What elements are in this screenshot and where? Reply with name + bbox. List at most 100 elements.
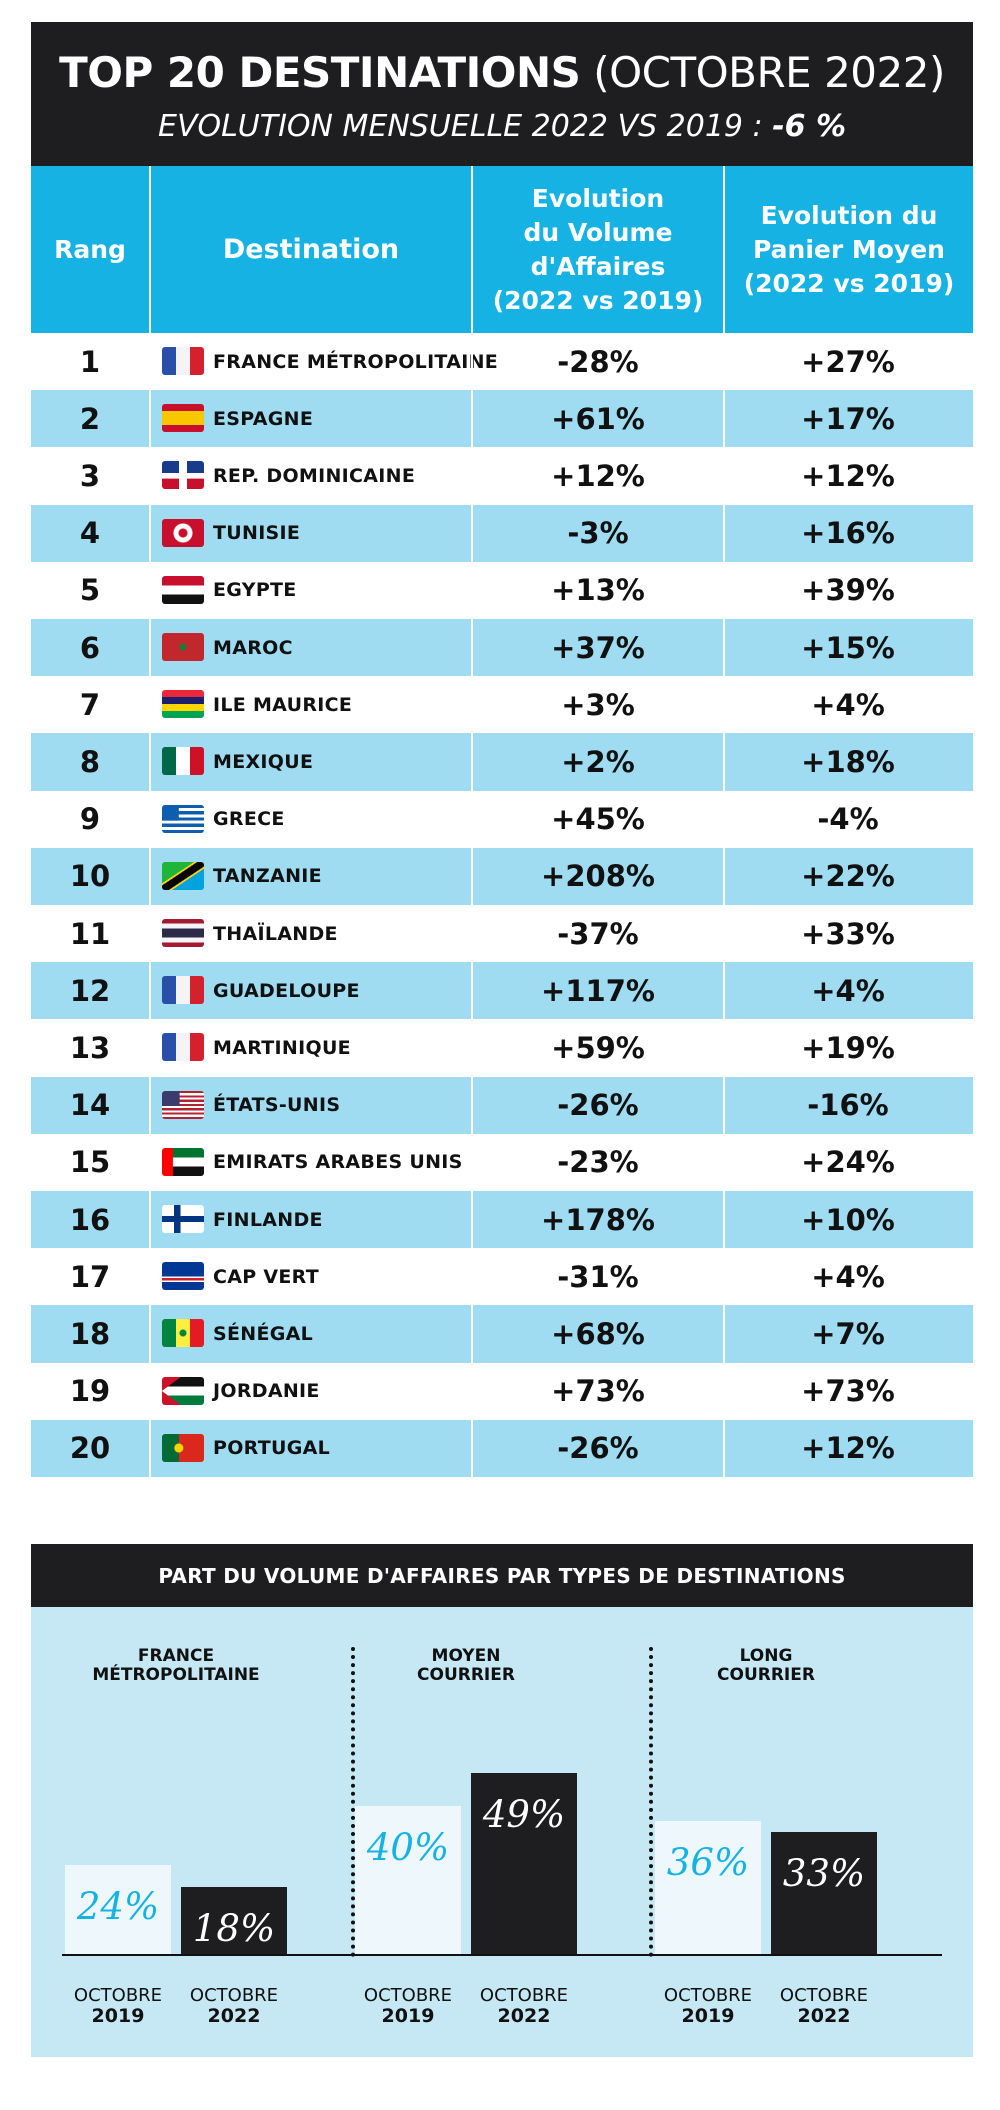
group-divider [351,1647,355,1957]
volume-cell: +73% [551,1374,645,1409]
column-divider [723,733,725,791]
x-tick-label: OCTOBRE 2022 [174,1985,294,2027]
bar-2022 [771,1831,877,1954]
column-divider [723,447,725,505]
x-tick-year: 2022 [497,2005,551,2027]
column-divider [723,619,725,677]
column-header-volume-line: (2022 vs 2019) [492,285,704,315]
column-divider [471,447,473,505]
column-divider [471,1419,473,1477]
panier-cell: +12% [801,1431,895,1466]
group-title-line: FRANCE [137,1646,215,1666]
column-divider [723,333,725,391]
column-divider [723,1133,725,1191]
rank-cell: 16 [69,1202,111,1237]
volume-cell: +45% [551,802,645,837]
column-divider [149,962,151,1020]
column-divider [149,1191,151,1249]
group-title: FRANCE MÉTROPOLITAINE [56,1647,296,1685]
bar-value-label: 33% [782,1851,866,1895]
bar-value-label: 36% [666,1840,750,1884]
table-row: 1 FRANCE MÉTROPOLITAINE -28% +27% [31,333,973,391]
x-tick-label: OCTOBRE 2022 [764,1985,884,2027]
x-tick-year: 2019 [381,2005,435,2027]
column-divider [723,561,725,619]
column-divider [149,847,151,905]
x-tick-year: 2022 [797,2005,851,2027]
volume-cell: -31% [557,1259,639,1294]
spain-flag-icon [162,404,204,433]
panier-cell: +17% [801,401,895,436]
table-row: 5 EGYPTE +13% +39% [31,561,973,619]
column-divider [471,905,473,963]
column-divider [149,1076,151,1134]
bar-value-label: 18% [192,1907,276,1951]
column-divider [471,1248,473,1306]
group-title-line: MOYEN [431,1646,501,1666]
column-divider [471,676,473,734]
table-row: 20 PORTUGAL -26% +12% [31,1419,973,1477]
thailand-flag-icon [162,919,204,947]
column-divider [471,1019,473,1077]
dominican-rep-flag-icon [162,461,204,490]
table-row: 7 ILE MAURICE +3% +4% [31,676,973,734]
column-divider [149,1305,151,1363]
x-tick-year: 2022 [207,2005,261,2027]
bar-2019 [355,1806,461,1954]
bar-value-label: 49% [482,1792,566,1836]
volume-cell: -26% [557,1088,639,1123]
subtitle-text: EVOLUTION MENSUELLE 2022 VS 2019 : [157,109,773,144]
rank-cell: 3 [79,458,101,493]
bar-2019 [65,1865,171,1954]
table-row: 16 FINLANDE +178% +10% [31,1191,973,1249]
panier-cell: -16% [807,1088,889,1123]
column-divider [149,733,151,791]
volume-cell: +2% [561,744,635,779]
panier-cell: +39% [801,573,895,608]
column-divider [471,619,473,677]
rank-cell: 11 [69,916,111,951]
table-row: 12 GUADELOUPE +117% +4% [31,962,973,1020]
column-header-panier-line: Panier Moyen [753,234,945,264]
volume-cell: +3% [561,687,635,722]
column-header-panier-line: (2022 vs 2019) [743,268,955,298]
table-row: 13 MARTINIQUE +59% +19% [31,1019,973,1077]
table-row: 17 CAP VERT -31% +4% [31,1248,973,1306]
column-divider [471,790,473,848]
column-header-destination: Destination [222,233,400,265]
column-divider [723,1305,725,1363]
rank-cell: 2 [79,401,101,436]
table-row: 19 JORDANIE +73% +73% [31,1362,973,1420]
bar-value-label: 40% [366,1826,450,1869]
panier-cell: +15% [801,630,895,665]
france-flag-icon [162,347,204,375]
table-row: 8 MEXIQUE +2% +18% [31,733,973,791]
volume-cell: -37% [557,916,639,951]
column-divider [149,1019,151,1077]
column-divider [149,790,151,848]
group-title-line: LONG [739,1646,793,1666]
column-divider [471,166,473,333]
destination-cell: FRANCE MÉTROPOLITAINE [213,350,499,373]
destination-cell: TANZANIE [213,865,322,888]
x-tick-month: OCTOBRE [779,1985,869,2006]
table-header: Rang Destination Evolution du Volume d'A… [31,166,973,333]
column-divider [471,847,473,905]
table-row: 2 ESPAGNE +61% +17% [31,390,973,448]
rank-cell: 14 [69,1088,111,1123]
usa-flag-icon [162,1090,204,1119]
panier-cell: +4% [811,1259,885,1294]
destination-cell: ILE MAURICE [213,693,353,716]
column-divider [149,1133,151,1191]
rank-cell: 13 [69,1030,111,1065]
x-tick-month: OCTOBRE [663,1985,753,2006]
title-period: (OCTOBRE 2022) [580,48,945,97]
destination-cell: GUADELOUPE [213,979,360,1002]
table-row: 15 EMIRATS ARABES UNIS -23% +24% [31,1133,973,1191]
column-divider [723,676,725,734]
column-divider [471,504,473,562]
destination-cell: CAP VERT [213,1265,320,1288]
column-header-volume-line: Evolution [531,183,665,213]
destination-share-chart: FRANCE MÉTROPOLITAINE 24% OCTOBRE 2019 18% OCT… [31,1607,973,2057]
rank-cell: 15 [69,1145,111,1180]
